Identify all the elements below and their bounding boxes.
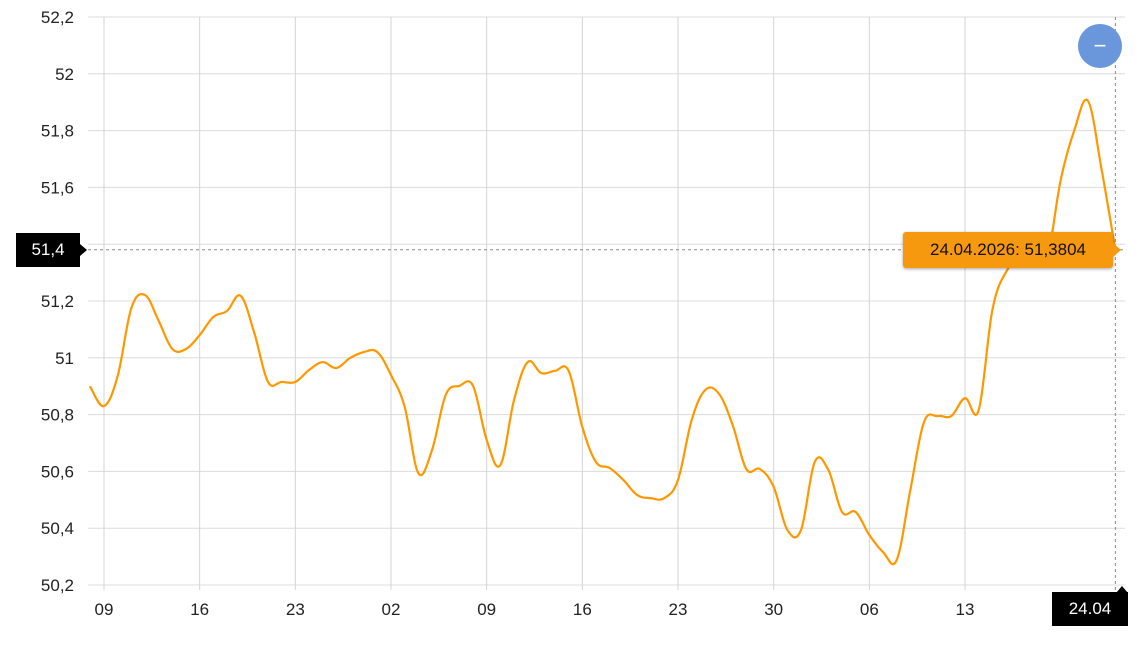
x-tick-label: 06	[860, 600, 879, 619]
y-axis: 50,2 50,4 50,6 50,8 51 51,2 51,6 51,8 52 52,2	[41, 8, 74, 595]
crosshair-x-label: 24.04	[1052, 586, 1128, 626]
y-tick-label: 50,8	[41, 406, 74, 425]
y-tick-label: 51,2	[41, 292, 74, 311]
y-tick-label: 52	[55, 65, 74, 84]
x-tick-label: 16	[190, 600, 209, 619]
x-tick-label: 02	[382, 600, 401, 619]
x-tick-label: 30	[764, 600, 783, 619]
minus-icon: −	[1093, 33, 1107, 58]
y-tick-label: 50,6	[41, 462, 74, 481]
x-tick-label: 23	[286, 600, 305, 619]
zoom-out-button[interactable]: −	[1078, 24, 1122, 68]
y-tick-label: 50,2	[41, 576, 74, 595]
x-tick-label: 13	[956, 600, 975, 619]
tooltip: 24.04.2026: 51,3804	[903, 232, 1121, 268]
y-tick-label: 51	[55, 349, 74, 368]
crosshair-y-label: 51,4	[16, 233, 87, 267]
x-axis: 09 16 23 02 09 16 23 30 06 13	[95, 600, 975, 619]
x-tick-label: 09	[477, 600, 496, 619]
y-tick-label: 52,2	[41, 8, 74, 27]
crosshair	[82, 17, 1125, 590]
x-tick-label: 16	[573, 600, 592, 619]
y-tick-label: 50,4	[41, 519, 74, 538]
grid	[88, 16, 1125, 590]
y-tick-label: 51,8	[41, 122, 74, 141]
x-tick-label: 09	[95, 600, 114, 619]
series-line	[89, 98, 1117, 566]
y-tick-label: 51,6	[41, 178, 74, 197]
x-tick-label: 23	[669, 600, 688, 619]
